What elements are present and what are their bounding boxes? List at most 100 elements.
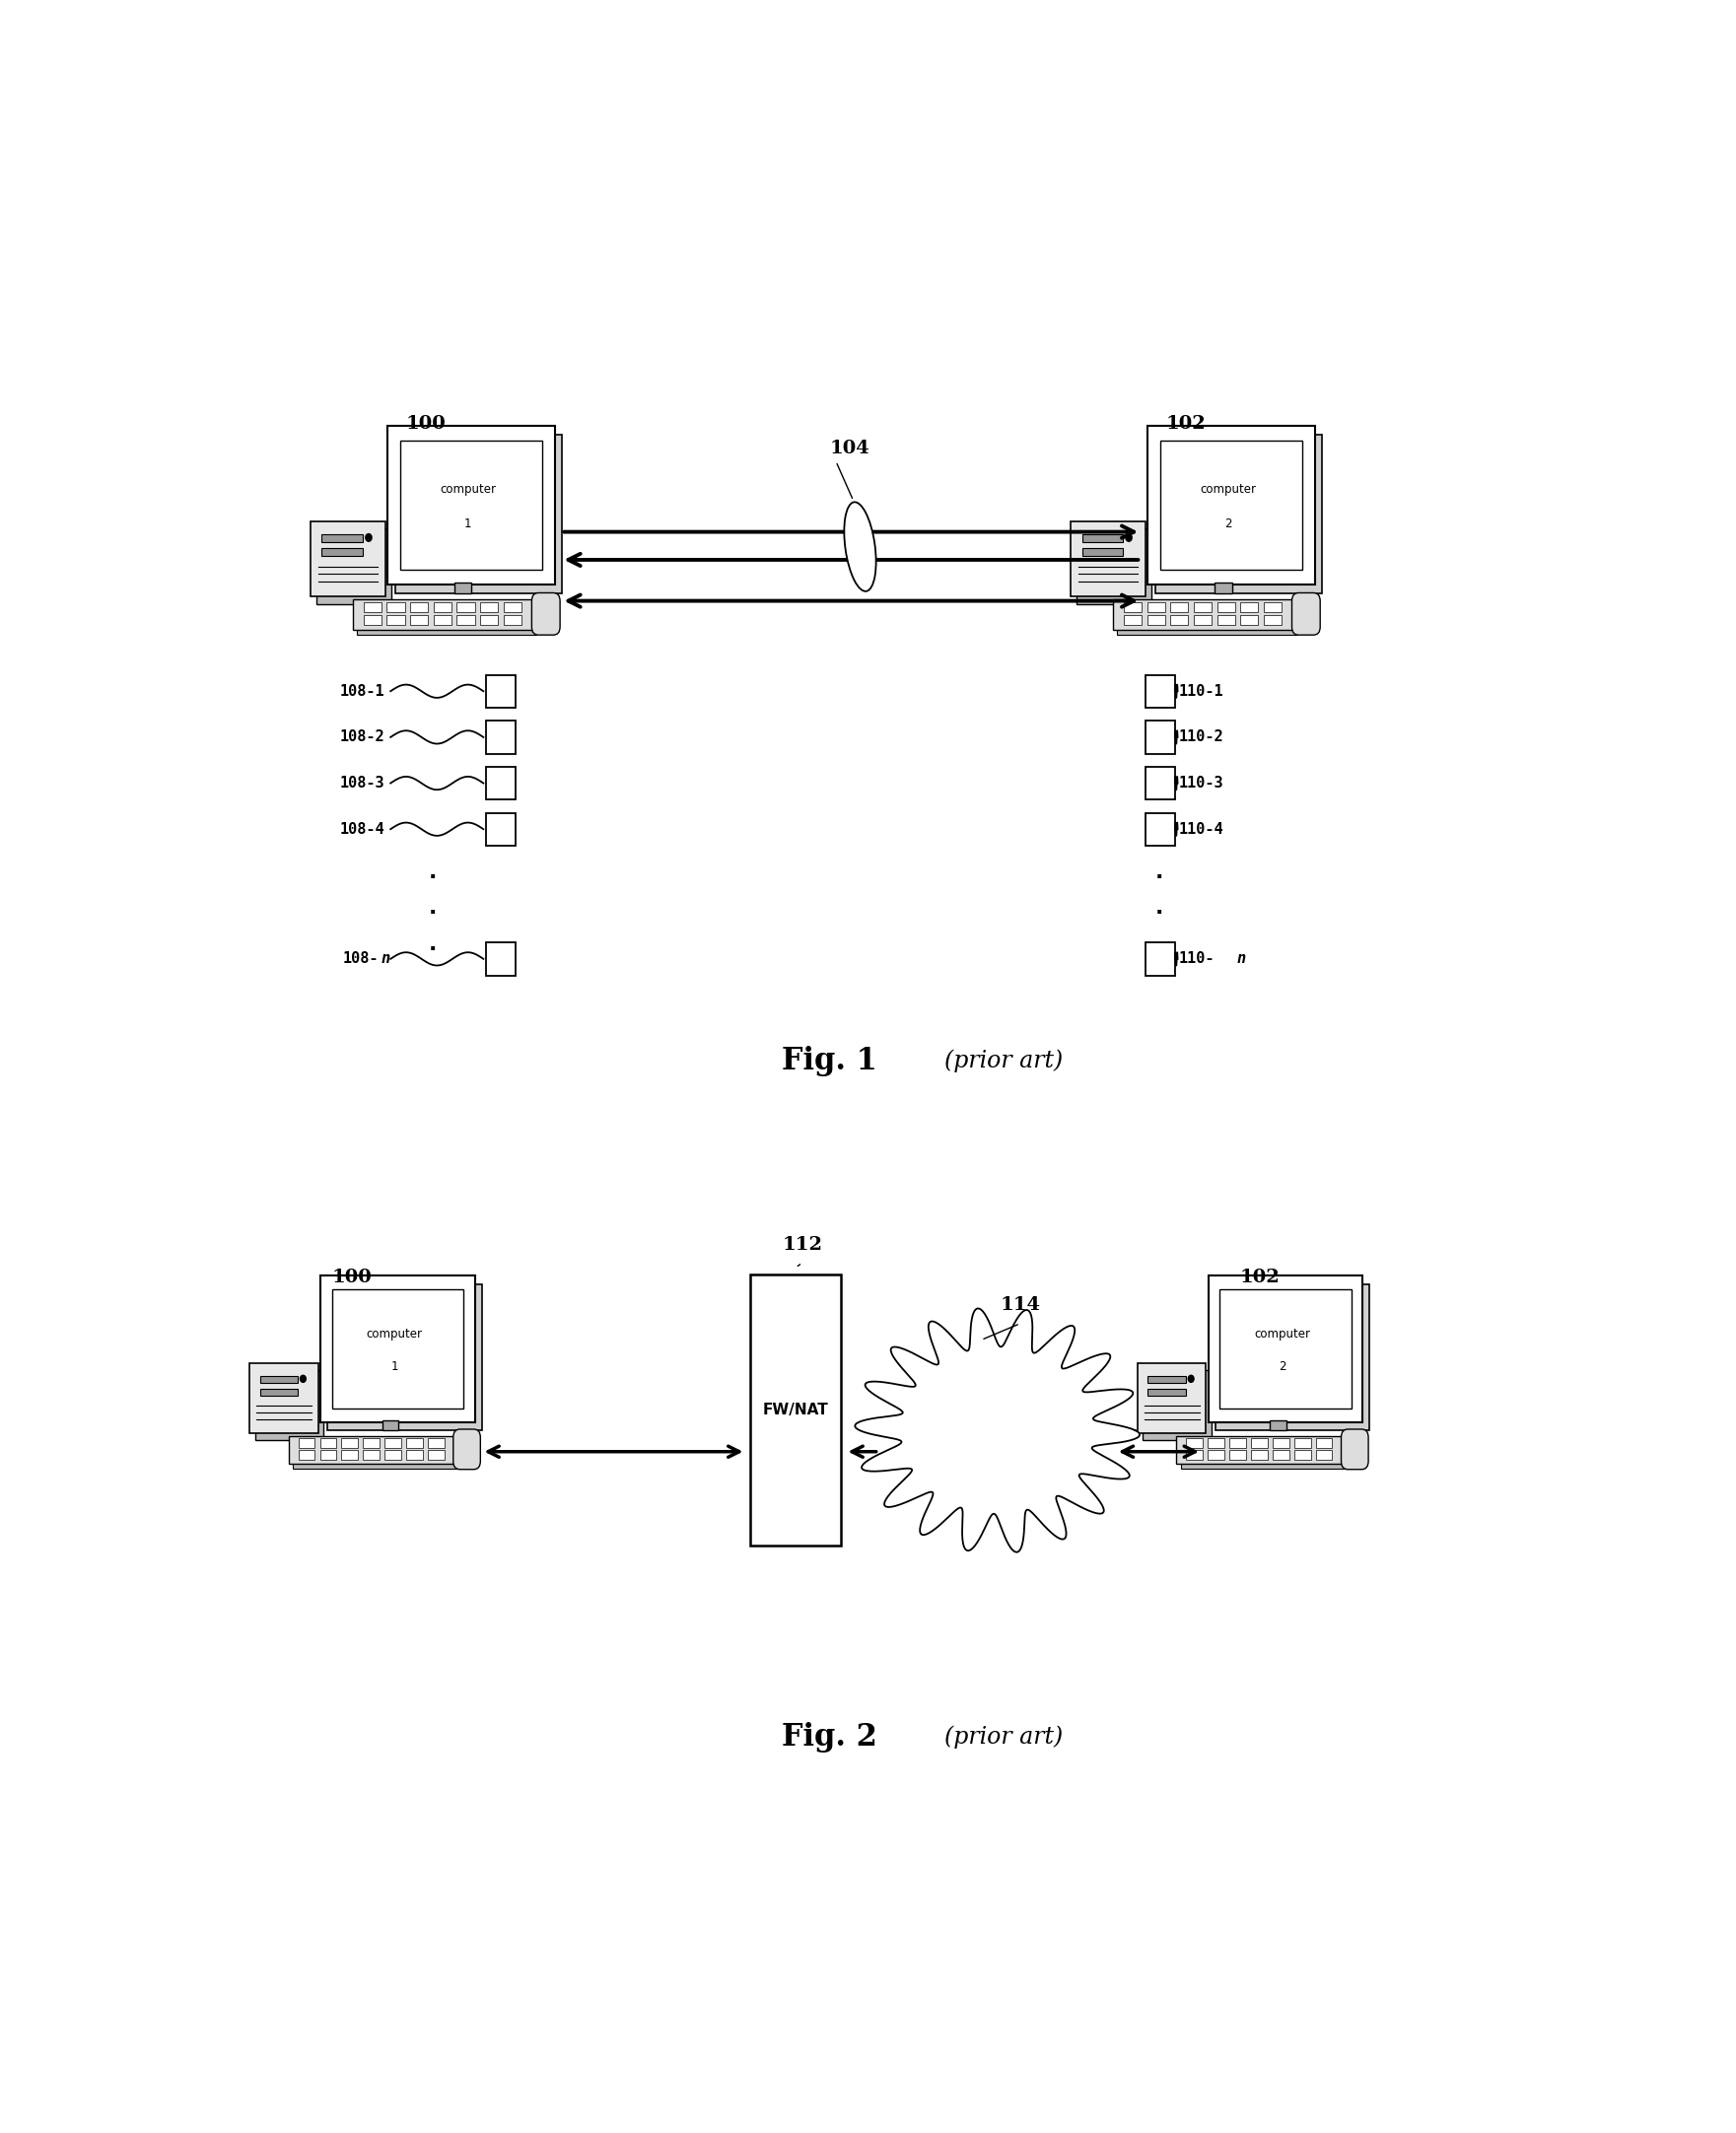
Text: n: n bbox=[382, 951, 391, 966]
FancyBboxPatch shape bbox=[1342, 1429, 1368, 1470]
Text: .: . bbox=[429, 898, 436, 917]
Text: 114: 114 bbox=[1000, 1297, 1040, 1314]
FancyBboxPatch shape bbox=[486, 813, 516, 845]
FancyBboxPatch shape bbox=[434, 614, 451, 625]
FancyBboxPatch shape bbox=[1071, 520, 1146, 597]
FancyBboxPatch shape bbox=[406, 1450, 424, 1459]
FancyBboxPatch shape bbox=[427, 1438, 444, 1448]
FancyBboxPatch shape bbox=[358, 606, 536, 636]
FancyBboxPatch shape bbox=[1177, 1436, 1342, 1463]
FancyBboxPatch shape bbox=[1123, 602, 1142, 612]
FancyBboxPatch shape bbox=[1293, 1438, 1311, 1448]
Text: 110-: 110- bbox=[1179, 951, 1215, 966]
FancyBboxPatch shape bbox=[293, 1442, 458, 1470]
FancyBboxPatch shape bbox=[255, 1369, 323, 1440]
FancyBboxPatch shape bbox=[1154, 435, 1323, 593]
FancyBboxPatch shape bbox=[1147, 427, 1314, 584]
FancyBboxPatch shape bbox=[1142, 1369, 1212, 1440]
FancyBboxPatch shape bbox=[382, 1421, 398, 1431]
FancyBboxPatch shape bbox=[1147, 602, 1165, 612]
Text: .: . bbox=[1154, 862, 1163, 881]
FancyBboxPatch shape bbox=[363, 1450, 380, 1459]
FancyBboxPatch shape bbox=[1240, 602, 1259, 612]
FancyBboxPatch shape bbox=[385, 1450, 401, 1459]
FancyBboxPatch shape bbox=[1180, 1442, 1347, 1470]
FancyBboxPatch shape bbox=[1123, 614, 1142, 625]
FancyBboxPatch shape bbox=[406, 1438, 424, 1448]
FancyBboxPatch shape bbox=[399, 442, 542, 570]
Text: 112: 112 bbox=[781, 1235, 823, 1254]
Text: computer: computer bbox=[1255, 1327, 1311, 1340]
FancyBboxPatch shape bbox=[1186, 1450, 1203, 1459]
FancyBboxPatch shape bbox=[1147, 1389, 1186, 1395]
FancyBboxPatch shape bbox=[363, 602, 382, 612]
FancyBboxPatch shape bbox=[1292, 593, 1319, 636]
FancyBboxPatch shape bbox=[486, 943, 516, 975]
FancyBboxPatch shape bbox=[1146, 813, 1175, 845]
FancyBboxPatch shape bbox=[1194, 614, 1212, 625]
FancyBboxPatch shape bbox=[1113, 599, 1292, 629]
FancyBboxPatch shape bbox=[1229, 1450, 1246, 1459]
FancyBboxPatch shape bbox=[299, 1450, 314, 1459]
FancyBboxPatch shape bbox=[481, 614, 498, 625]
Text: Fig. 1: Fig. 1 bbox=[781, 1045, 877, 1075]
Text: 108-1: 108-1 bbox=[340, 685, 385, 700]
Text: 1: 1 bbox=[464, 518, 472, 531]
Text: 102: 102 bbox=[1240, 1269, 1279, 1286]
Text: .: . bbox=[429, 934, 436, 953]
Text: 102: 102 bbox=[1165, 414, 1207, 433]
FancyBboxPatch shape bbox=[1147, 1376, 1186, 1382]
FancyBboxPatch shape bbox=[321, 1276, 476, 1423]
FancyBboxPatch shape bbox=[1208, 1450, 1224, 1459]
FancyBboxPatch shape bbox=[1264, 602, 1281, 612]
FancyBboxPatch shape bbox=[486, 766, 516, 800]
FancyBboxPatch shape bbox=[1264, 614, 1281, 625]
Text: computer: computer bbox=[1200, 482, 1255, 495]
Text: Fig. 2: Fig. 2 bbox=[781, 1721, 877, 1753]
FancyBboxPatch shape bbox=[1160, 442, 1302, 570]
Text: .: . bbox=[1154, 934, 1163, 953]
FancyBboxPatch shape bbox=[481, 602, 498, 612]
Text: computer: computer bbox=[439, 482, 496, 495]
FancyBboxPatch shape bbox=[1118, 606, 1297, 636]
FancyBboxPatch shape bbox=[503, 602, 521, 612]
Text: n: n bbox=[1236, 951, 1246, 966]
FancyBboxPatch shape bbox=[332, 1290, 464, 1408]
FancyBboxPatch shape bbox=[457, 602, 476, 612]
FancyBboxPatch shape bbox=[427, 1450, 444, 1459]
Text: computer: computer bbox=[366, 1327, 422, 1340]
Circle shape bbox=[366, 533, 372, 542]
FancyBboxPatch shape bbox=[1252, 1438, 1267, 1448]
FancyBboxPatch shape bbox=[394, 435, 562, 593]
FancyBboxPatch shape bbox=[486, 721, 516, 753]
Text: 100: 100 bbox=[406, 414, 446, 433]
Text: (prior art): (prior art) bbox=[944, 1726, 1064, 1749]
FancyBboxPatch shape bbox=[311, 520, 385, 597]
FancyBboxPatch shape bbox=[342, 1438, 358, 1448]
FancyBboxPatch shape bbox=[457, 614, 476, 625]
FancyBboxPatch shape bbox=[503, 614, 521, 625]
FancyBboxPatch shape bbox=[1146, 674, 1175, 708]
FancyBboxPatch shape bbox=[299, 1438, 314, 1448]
FancyBboxPatch shape bbox=[1147, 614, 1165, 625]
FancyBboxPatch shape bbox=[352, 599, 533, 629]
FancyBboxPatch shape bbox=[1170, 614, 1189, 625]
FancyBboxPatch shape bbox=[1194, 602, 1212, 612]
FancyBboxPatch shape bbox=[531, 593, 561, 636]
Text: 2: 2 bbox=[1279, 1361, 1286, 1374]
FancyBboxPatch shape bbox=[1316, 1450, 1332, 1459]
FancyBboxPatch shape bbox=[1271, 1421, 1286, 1431]
FancyBboxPatch shape bbox=[1215, 1284, 1370, 1431]
Polygon shape bbox=[854, 1308, 1141, 1553]
FancyBboxPatch shape bbox=[321, 535, 363, 542]
Text: .: . bbox=[429, 862, 436, 881]
Text: 110-3: 110-3 bbox=[1179, 776, 1224, 791]
FancyBboxPatch shape bbox=[1186, 1438, 1203, 1448]
FancyBboxPatch shape bbox=[1146, 943, 1175, 975]
FancyBboxPatch shape bbox=[260, 1389, 297, 1395]
FancyBboxPatch shape bbox=[288, 1436, 455, 1463]
FancyBboxPatch shape bbox=[387, 427, 554, 584]
FancyBboxPatch shape bbox=[1208, 1276, 1363, 1423]
Text: 110-4: 110-4 bbox=[1179, 821, 1224, 836]
FancyBboxPatch shape bbox=[250, 1363, 318, 1433]
